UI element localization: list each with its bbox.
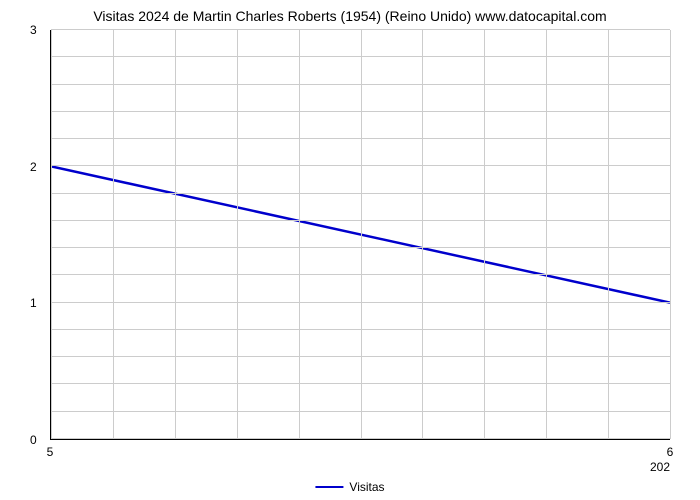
y-tick-label: 1 <box>30 296 37 310</box>
grid-line-vertical <box>299 30 300 439</box>
grid-line-vertical <box>608 30 609 439</box>
y-tick-label: 3 <box>30 23 37 37</box>
legend: Visitas <box>315 480 384 494</box>
x-axis-sublabel: 202 <box>650 460 670 474</box>
grid-line-vertical <box>484 30 485 439</box>
grid-line-vertical <box>361 30 362 439</box>
plot-area <box>50 30 670 440</box>
legend-label: Visitas <box>349 480 384 494</box>
grid-line-vertical <box>670 30 671 439</box>
y-tick-label: 2 <box>30 160 37 174</box>
chart-title: Visitas 2024 de Martin Charles Roberts (… <box>93 8 606 24</box>
legend-swatch <box>315 486 343 488</box>
y-tick-label: 0 <box>30 433 37 447</box>
grid-line-vertical <box>422 30 423 439</box>
x-tick-label: 6 <box>667 445 674 459</box>
grid-line-vertical <box>546 30 547 439</box>
x-tick-label: 5 <box>47 445 54 459</box>
grid-line-vertical <box>113 30 114 439</box>
chart-container: Visitas 2024 de Martin Charles Roberts (… <box>0 0 700 500</box>
grid-line-vertical <box>237 30 238 439</box>
grid-line-vertical <box>175 30 176 439</box>
grid-line-vertical <box>51 30 52 439</box>
